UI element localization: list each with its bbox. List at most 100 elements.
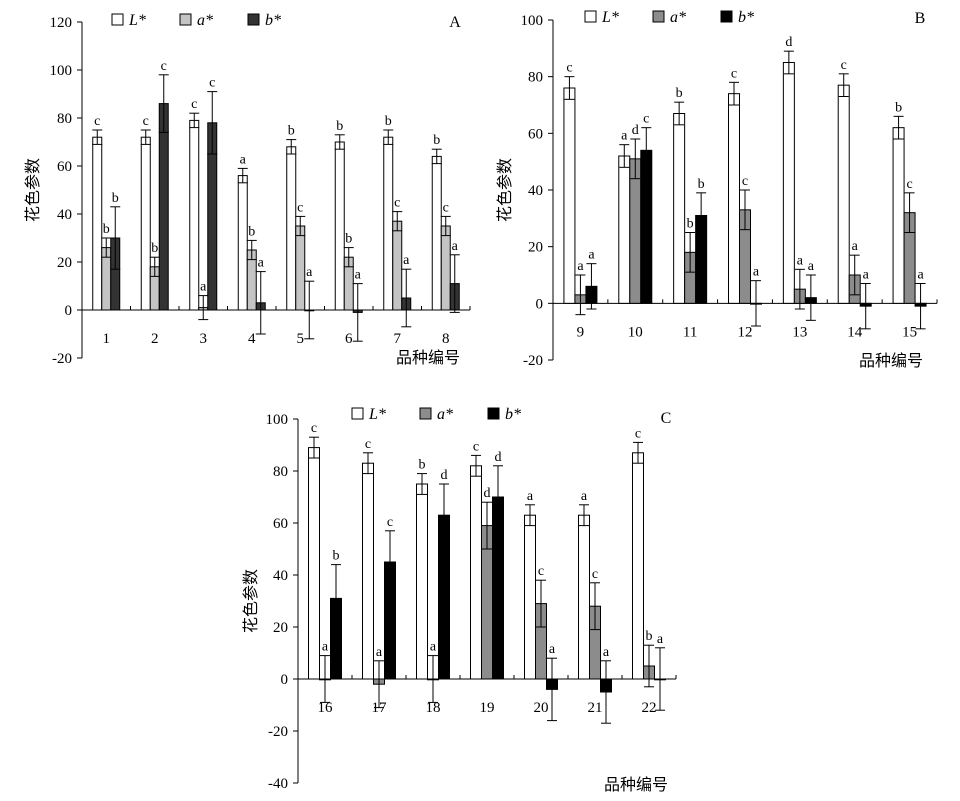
significance-letter: c	[473, 439, 479, 454]
x-tick-label: 15	[902, 324, 917, 340]
y-tick-label: 100	[266, 412, 289, 428]
significance-letter: a	[322, 640, 329, 655]
bar	[416, 483, 428, 680]
significance-letter: a	[258, 256, 265, 271]
x-tick-label: 4	[248, 331, 256, 347]
y-tick-label: 80	[57, 111, 72, 127]
y-tick-label: 100	[521, 13, 544, 29]
significance-letter: b	[419, 458, 426, 473]
significance-letter: b	[687, 217, 694, 232]
legend-swatch	[351, 407, 364, 420]
x-tick-label: 21	[588, 700, 603, 716]
significance-letter: c	[191, 97, 197, 112]
x-tick-label: 11	[683, 324, 697, 340]
panel-c: -40-2002040608010016171819202122ccbcaaca…	[242, 406, 677, 794]
significance-letter: a	[657, 632, 664, 647]
y-tick-label: 20	[273, 620, 288, 636]
significance-letter: b	[385, 114, 392, 129]
significance-letter: c	[297, 200, 303, 215]
significance-letter: c	[143, 114, 149, 129]
y-tick-label: 120	[50, 15, 73, 31]
x-axis-title: 品种编号	[859, 352, 923, 370]
x-tick-label: 6	[345, 331, 353, 347]
y-tick-label: -40	[268, 776, 288, 792]
y-tick-label: 60	[528, 126, 543, 142]
bar	[618, 155, 631, 304]
significance-letter: d	[495, 450, 502, 465]
x-tick-label: 19	[480, 700, 495, 716]
bar	[578, 514, 590, 680]
x-tick-label: 2	[151, 331, 159, 347]
x-tick-label: 10	[628, 324, 643, 340]
bar	[440, 225, 451, 311]
x-tick-label: 13	[792, 324, 807, 340]
bar	[189, 119, 200, 311]
y-tick-label: -20	[52, 351, 72, 367]
significance-letter: a	[355, 268, 362, 283]
significance-letter: c	[731, 66, 737, 81]
significance-letter: b	[333, 549, 340, 564]
bar	[308, 447, 320, 680]
bar	[470, 465, 482, 680]
y-tick-label: 0	[65, 303, 73, 319]
significance-letter: d	[632, 123, 639, 138]
significance-letter: a	[808, 259, 815, 274]
significance-letter: b	[151, 241, 158, 256]
x-tick-label: 18	[426, 700, 441, 716]
y-axis-title: 花色参数	[496, 158, 514, 222]
x-tick-label: 9	[577, 324, 585, 340]
significance-letter: a	[403, 253, 410, 268]
y-tick-label: -20	[268, 724, 288, 740]
bar	[563, 87, 576, 304]
significance-letter: d	[484, 486, 491, 501]
y-tick-label: 80	[528, 70, 543, 86]
bar	[629, 158, 642, 304]
significance-letter: b	[895, 100, 902, 115]
significance-letter: b	[698, 177, 705, 192]
significance-letter: b	[676, 86, 683, 101]
significance-letter: c	[643, 112, 649, 127]
y-tick-label: 40	[273, 568, 288, 584]
legend-label: L*	[368, 406, 386, 423]
panel-label: C	[661, 410, 672, 427]
x-axis-title: 品种编号	[396, 349, 460, 367]
y-tick-label: 60	[273, 516, 288, 532]
y-tick-label: 20	[528, 240, 543, 256]
bar	[362, 462, 374, 680]
y-tick-label: 0	[281, 672, 289, 688]
significance-letter: c	[94, 114, 100, 129]
significance-letter: b	[433, 133, 440, 148]
significance-letter: a	[588, 248, 595, 263]
significance-letter: c	[311, 421, 317, 436]
bar	[728, 93, 740, 304]
y-tick-label: 80	[273, 464, 288, 480]
x-tick-label: 5	[297, 331, 305, 347]
significance-letter: a	[917, 268, 924, 283]
bar	[383, 136, 394, 311]
significance-letter: b	[336, 119, 343, 134]
significance-letter: a	[603, 645, 610, 660]
bar	[295, 225, 306, 311]
significance-letter: a	[621, 129, 628, 144]
significance-letter: c	[566, 61, 572, 76]
bar	[334, 141, 345, 311]
bar	[237, 175, 248, 311]
significance-letter: c	[209, 76, 215, 91]
legend-swatch	[652, 10, 665, 23]
legend-swatch	[584, 10, 597, 23]
y-axis-title: 花色参数	[242, 569, 260, 633]
x-tick-label: 1	[103, 331, 111, 347]
legend-label: a*	[670, 9, 686, 26]
x-tick-label: 12	[738, 324, 753, 340]
y-axis-title: 花色参数	[24, 158, 42, 222]
significance-letter: c	[365, 437, 371, 452]
significance-letter: c	[161, 59, 167, 74]
x-tick-label: 3	[200, 331, 208, 347]
bar	[140, 136, 151, 311]
significance-letter: a	[797, 253, 804, 268]
panel-label: A	[449, 14, 461, 31]
bar	[392, 220, 403, 311]
